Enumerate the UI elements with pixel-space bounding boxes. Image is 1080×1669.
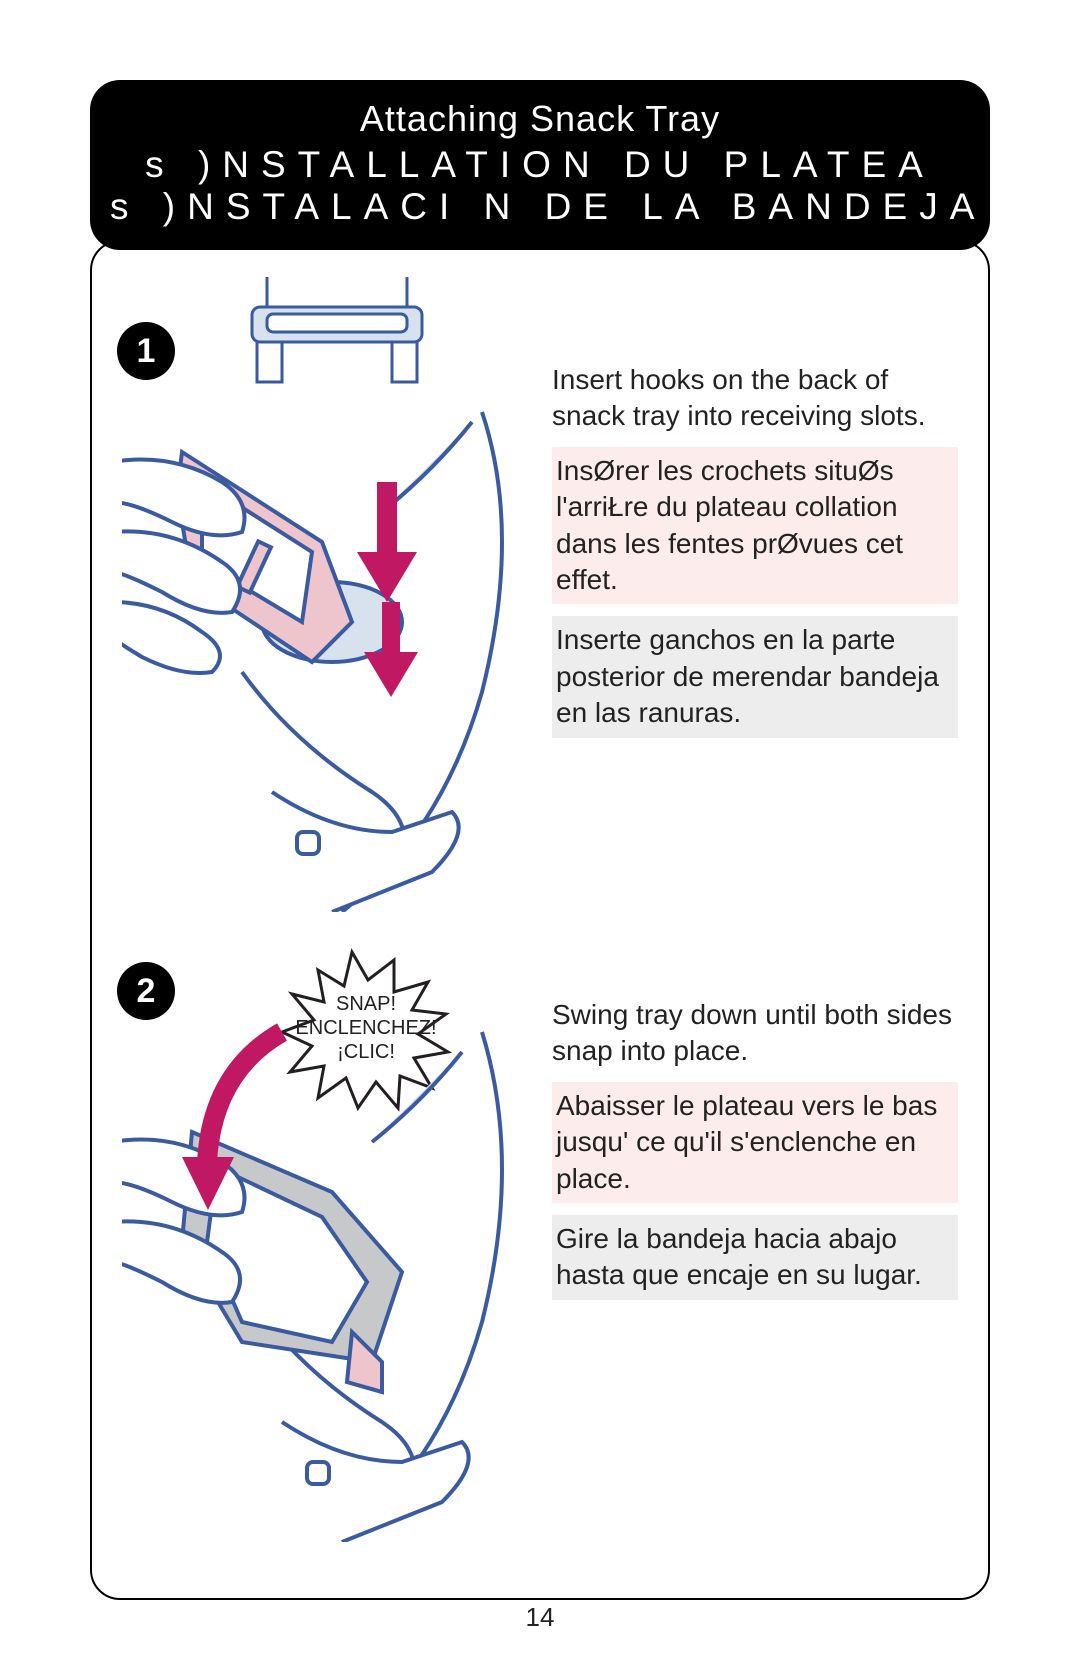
title-spanish: s )NSTALACI N DE LA BANDEJA [110, 186, 970, 228]
step-number-2: 2 [117, 962, 175, 1020]
step-2-fr: Abaisser le plateau vers le bas jusqu' c… [552, 1082, 958, 1203]
step-number-1: 1 [117, 322, 175, 380]
content-box: 1 [90, 240, 990, 1600]
step-1-fr: InsØrer les crochets situØs l'arriŁre du… [552, 447, 958, 605]
step-2-text: Swing tray down until both sides snap in… [532, 942, 958, 1300]
step-2: 2 SNAP! ENCLENCHEZ! ¡CLIC! [122, 942, 958, 1542]
illustration-1 [122, 272, 532, 912]
snap-callout: SNAP! ENCLENCHEZ! ¡CLIC! [282, 952, 448, 1108]
title-french: s )NSTALLATION DU PLATEA [110, 144, 970, 186]
step-1-es: Inserte ganchos en la parte posterior de… [552, 616, 958, 737]
step-1-text: Insert hooks on the back of snack tray i… [532, 272, 958, 738]
step-2-svg: SNAP! ENCLENCHEZ! ¡CLIC! [122, 942, 532, 1542]
step-1: 1 [122, 272, 958, 912]
title-block: Attaching Snack Tray s )NSTALLATION DU P… [90, 80, 990, 250]
page-number: 14 [0, 1602, 1080, 1633]
page: Attaching Snack Tray s )NSTALLATION DU P… [0, 0, 1080, 1669]
step-1-en: Insert hooks on the back of snack tray i… [552, 362, 958, 435]
callout-fr: ENCLENCHEZ! [295, 1017, 436, 1039]
callout-es: ¡CLIC! [337, 1041, 395, 1063]
step-2-es: Gire la bandeja hacia abajo hasta que en… [552, 1215, 958, 1300]
callout-en: SNAP! [336, 993, 396, 1015]
step-2-en: Swing tray down until both sides snap in… [552, 997, 958, 1070]
step-1-svg [122, 272, 532, 912]
illustration-2: SNAP! ENCLENCHEZ! ¡CLIC! [122, 942, 532, 1542]
title-english: Attaching Snack Tray [110, 98, 970, 140]
